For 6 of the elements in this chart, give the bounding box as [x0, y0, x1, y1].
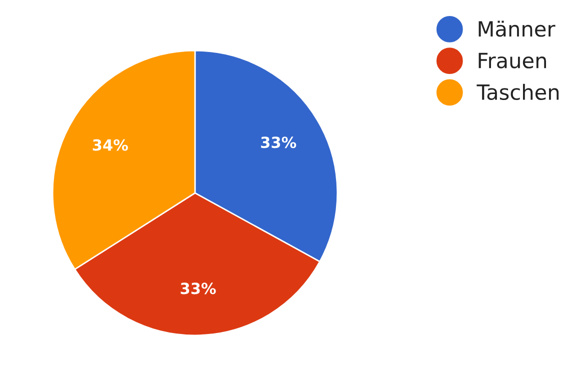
- data-label: 34%: [92, 139, 128, 151]
- legend-label: Männer: [478, 20, 556, 37]
- legend-label: Frauen: [478, 52, 546, 68]
- legend-label: Taschen: [476, 84, 559, 100]
- data-label: 33%: [180, 282, 216, 294]
- data-label: 33%: [261, 136, 296, 148]
